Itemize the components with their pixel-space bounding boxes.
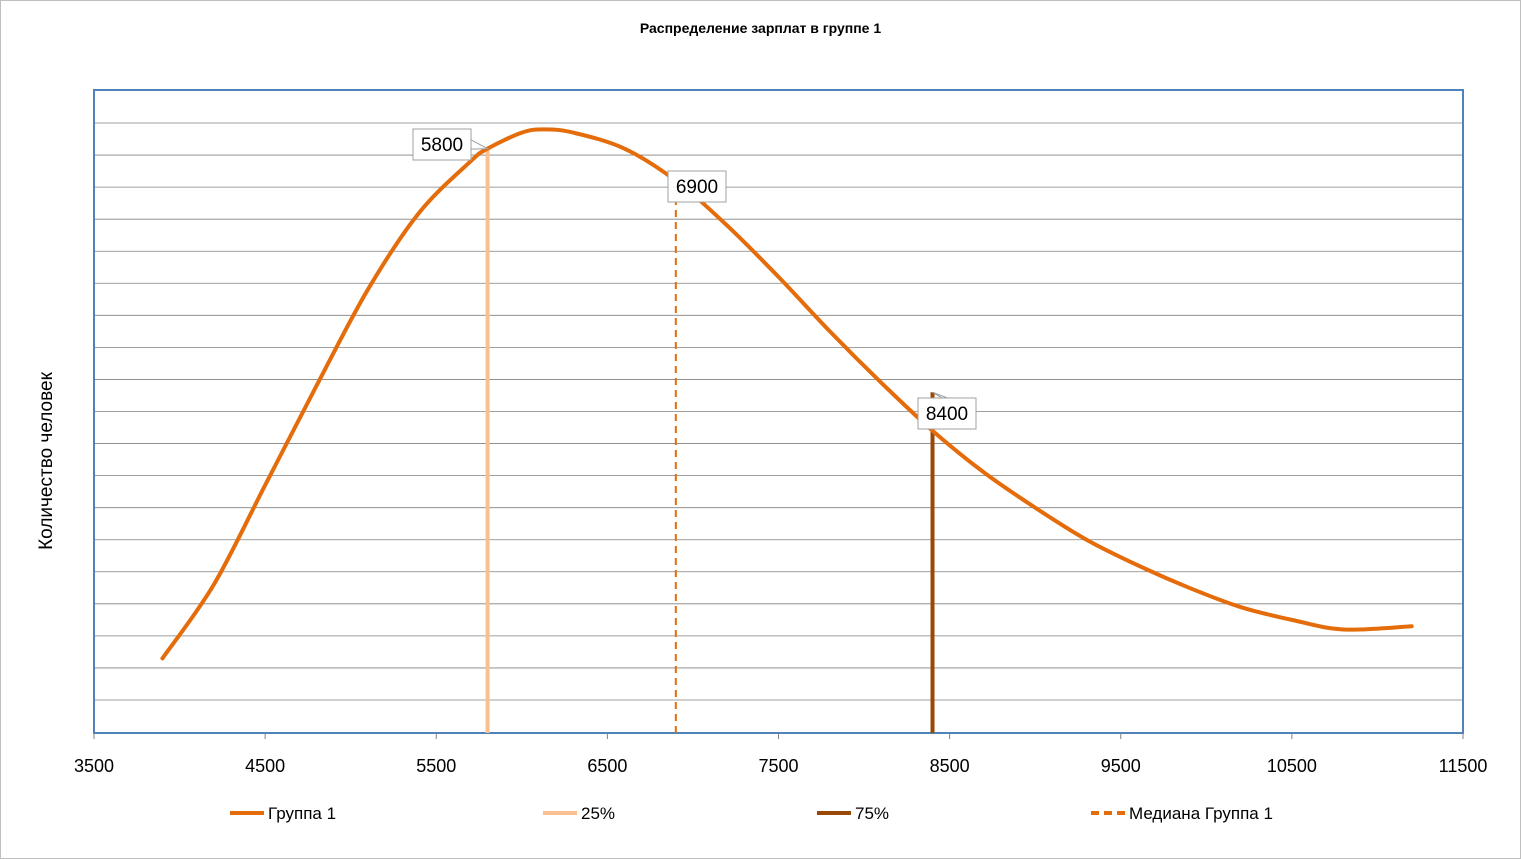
callout-box	[412, 128, 472, 161]
legend-label: 25%	[581, 804, 615, 823]
data-callouts: 5800 6900 8400	[412, 128, 977, 430]
chart-title: Распределение зарплат в группе 1	[639, 20, 882, 36]
callout-box	[917, 397, 977, 430]
legend-label: 75%	[855, 804, 889, 823]
callout-label: 8400	[917, 391, 977, 430]
callout-text: 6900	[676, 177, 718, 198]
x-axis: 3500 4500 5500 6500 7500 8500 9500 10500 11500	[74, 733, 1487, 776]
callout-label: 6900	[667, 170, 727, 203]
grid-lines	[94, 122, 1463, 701]
callout-pointer	[470, 139, 490, 150]
callout-text: 8400	[926, 404, 968, 425]
x-tick-label: 10500	[1267, 756, 1317, 776]
legend-label: Группа 1	[268, 804, 336, 823]
x-tick-label: 9500	[1101, 756, 1141, 776]
legend-item: 25%	[543, 804, 615, 823]
x-tick-label: 6500	[587, 756, 627, 776]
x-tick-label: 8500	[930, 756, 970, 776]
x-tick-label: 3500	[74, 756, 114, 776]
legend-item: 75%	[817, 804, 889, 823]
y-axis-label: Количество человек	[36, 371, 57, 549]
quantile-lines	[485, 148, 935, 733]
x-tick-label: 5500	[416, 756, 456, 776]
legend-item: Группа 1	[230, 804, 336, 823]
callout-text: 5800	[421, 135, 463, 156]
legend-label: Медиана Группа 1	[1129, 804, 1273, 823]
x-tick-label: 11500	[1439, 756, 1488, 776]
callout-label: 5800	[412, 128, 490, 161]
legend: Группа 1 25% 75% Медиана Группа 1	[230, 804, 1273, 823]
callout-box	[667, 170, 727, 203]
x-tick-label: 4500	[245, 756, 285, 776]
x-tick-label: 7500	[758, 756, 798, 776]
legend-item: Медиана Группа 1	[1091, 804, 1273, 823]
series-line-group-1	[160, 127, 1414, 661]
